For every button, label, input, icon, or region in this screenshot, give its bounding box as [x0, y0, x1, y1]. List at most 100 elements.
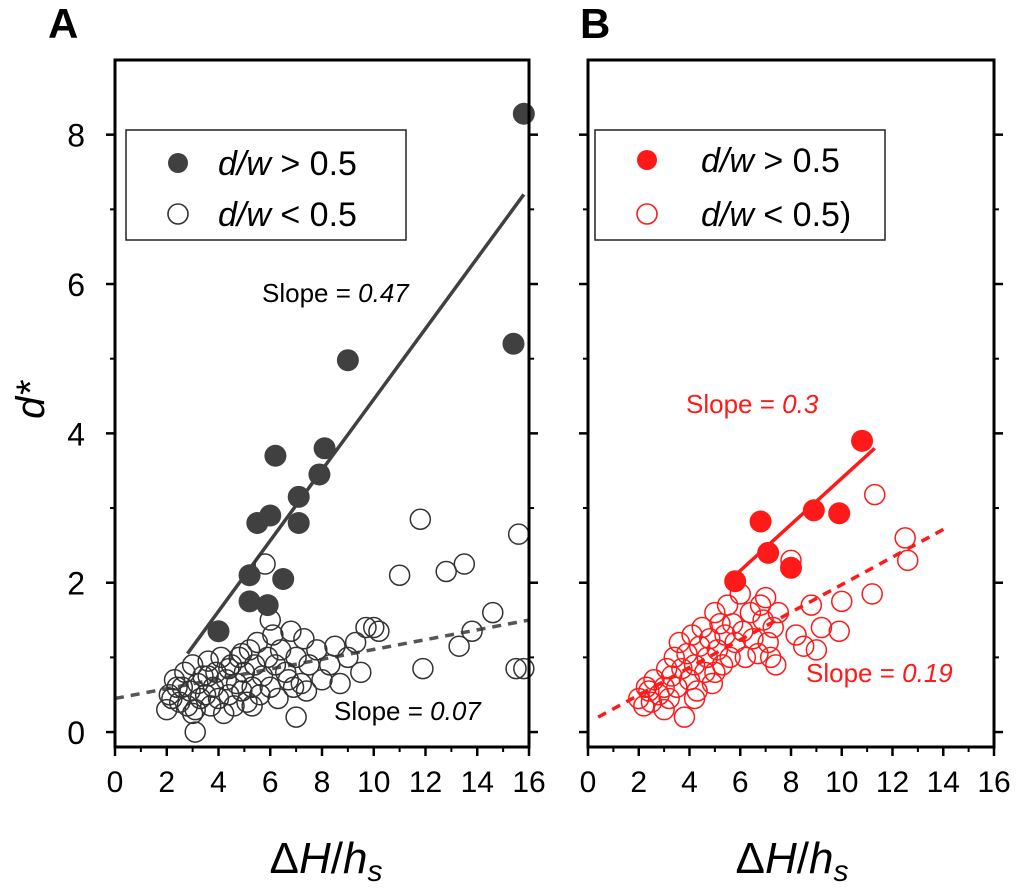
- panel-a-point-open: [256, 646, 279, 669]
- panel-a-legend-filled-marker: [168, 153, 188, 173]
- panel-a-point-open: [482, 601, 504, 624]
- panel-b-point-open: [653, 698, 675, 721]
- panel-b-legend-filled-marker: [637, 150, 657, 170]
- panel-a-axes: 0 2 4 6 8 10 12 14 16 0 2 4 6 8: [67, 118, 545, 799]
- panel-b-point-open: [671, 657, 693, 680]
- panel-b-point-open: [648, 683, 670, 706]
- panel-a-point-open: [513, 657, 535, 680]
- panel-a-y-tick-label: 4: [67, 416, 85, 452]
- panel-a-point-filled: [259, 504, 282, 527]
- panel-b-point-open: [792, 635, 815, 657]
- panel-label-a: A: [48, 0, 78, 47]
- panel-a-legend-open-label: d/w < 0.5: [218, 196, 357, 234]
- panel-a-point-open: [453, 553, 476, 575]
- panel-b-point-open: [709, 613, 731, 635]
- panel-a-point-open: [231, 680, 253, 702]
- panel-a-x-axis-title: ΔH/hs: [270, 834, 383, 888]
- panel-b-point-open: [805, 639, 828, 661]
- panel-a-y-axis-title: d*: [9, 380, 53, 419]
- panel-b-point-open: [683, 687, 706, 710]
- panel-a-point-filled: [502, 332, 525, 355]
- panel-a-x-tick-label: 4: [210, 766, 227, 799]
- panel-b-legend-filled-label: d/w > 0.5: [701, 142, 840, 180]
- panel-a-point-open: [184, 698, 206, 721]
- panel-b-point-open: [704, 661, 726, 684]
- panel-b-point-open: [762, 616, 784, 639]
- panel-a-point-open: [355, 616, 377, 639]
- panel-a-point-open: [184, 721, 206, 743]
- panel-a-frame: [113, 58, 531, 749]
- panel-a-point-filled: [272, 567, 295, 590]
- panel-a-x-tick-label: 2: [158, 766, 175, 799]
- panel-b-x-tick-label: 10: [825, 766, 858, 799]
- panel-b-slope-filled-annotation: Slope = 0.3: [686, 389, 819, 419]
- panel-a-x-tick-label: 14: [461, 766, 494, 799]
- panel-a-point-open: [344, 631, 367, 654]
- panel-a-point-open: [194, 683, 217, 706]
- panel-a-x-tick-label: 8: [314, 766, 331, 799]
- panel-b-legend-box: [594, 129, 886, 241]
- panel-a-point-open: [388, 564, 411, 586]
- panel-a-point-open: [259, 676, 281, 699]
- panel-b-legend-open-label: d/w < 0.5): [701, 196, 851, 234]
- panel-a-point-open: [254, 553, 276, 575]
- panel-a-x-tick-label: 6: [262, 766, 279, 799]
- panel-b-points: [628, 429, 919, 728]
- panel-b-axes: 0 2 4 6 8 10 12 14 16: [579, 133, 1011, 799]
- panel-a-point-open: [223, 695, 245, 717]
- panel-a-point-open: [505, 657, 527, 680]
- panel-b-point-open: [673, 706, 696, 728]
- panel-b-point-filled: [802, 499, 825, 522]
- panel-a-legend-open-marker: [167, 203, 189, 225]
- panel-a-point-open: [225, 672, 248, 695]
- panel-a-point-open: [368, 620, 390, 643]
- panel-b-point-open: [759, 646, 782, 669]
- panel-b-point-open: [711, 654, 734, 676]
- panel-b-point-open: [767, 601, 790, 624]
- panel-a-point-open: [295, 680, 318, 702]
- panel-a-point-filled: [238, 590, 261, 613]
- panel-a-point-filled: [256, 594, 279, 617]
- panel-a-point-open: [231, 642, 253, 665]
- panel-a-fit-line-solid: [186, 193, 526, 655]
- panel-label-b: B: [580, 0, 610, 47]
- panel-a-x-tick-label: 16: [512, 766, 545, 799]
- panel-b-point-open: [749, 594, 772, 616]
- panel-a-point-filled: [207, 620, 230, 643]
- panel-a-point-open: [290, 672, 313, 695]
- panel-a-point-open: [218, 683, 240, 706]
- panel-b-x-axis-title: ΔH/hs: [736, 834, 849, 888]
- panel-b-point-open: [828, 620, 850, 643]
- panel-a-y-tick-label: 8: [67, 118, 85, 154]
- panel-b-point-open: [894, 527, 916, 549]
- panel-b-legend: d/w > 0.5 d/w < 0.5): [594, 129, 886, 241]
- panel-b-point-open: [663, 646, 686, 669]
- panel-a-point-filled: [238, 564, 261, 587]
- panel-a: A 0 2 4 6 8 10 12 14 16 0 2 4 6 8 d/w > 0.5 d/w < 0.5…: [9, 0, 546, 888]
- panel-b-slope-open-annotation: Slope = 0.19: [806, 658, 953, 688]
- panel-b-point-open: [861, 583, 883, 605]
- panel-b-point-open: [765, 654, 787, 676]
- panel-a-point-filled: [287, 485, 310, 508]
- panel-a-point-open: [199, 695, 222, 717]
- panel-b-point-open: [638, 680, 660, 702]
- panel-a-point-open: [197, 650, 219, 672]
- panel-a-point-open: [241, 695, 263, 717]
- panel-b-point-open: [640, 691, 663, 713]
- panel-b-point-filled: [851, 429, 874, 452]
- panel-a-point-filled: [313, 437, 336, 460]
- panel-a-point-open: [277, 669, 300, 691]
- panel-b-point-open: [800, 594, 823, 616]
- panel-b-point-open: [691, 616, 713, 639]
- panel-b-point-open: [693, 661, 716, 684]
- panel-a-point-filled: [308, 463, 331, 486]
- panel-a-point-open: [280, 620, 302, 643]
- panel-b-x-tick-label: 2: [630, 766, 647, 799]
- panel-b-point-open: [701, 672, 724, 695]
- panel-b-point-open: [655, 657, 678, 680]
- panel-a-point-open: [267, 687, 289, 710]
- panel-b-point-open: [896, 549, 919, 572]
- panel-a-point-open: [156, 698, 178, 721]
- panel-a-x-tick-label: 0: [107, 766, 124, 799]
- panel-a-point-open: [435, 560, 457, 583]
